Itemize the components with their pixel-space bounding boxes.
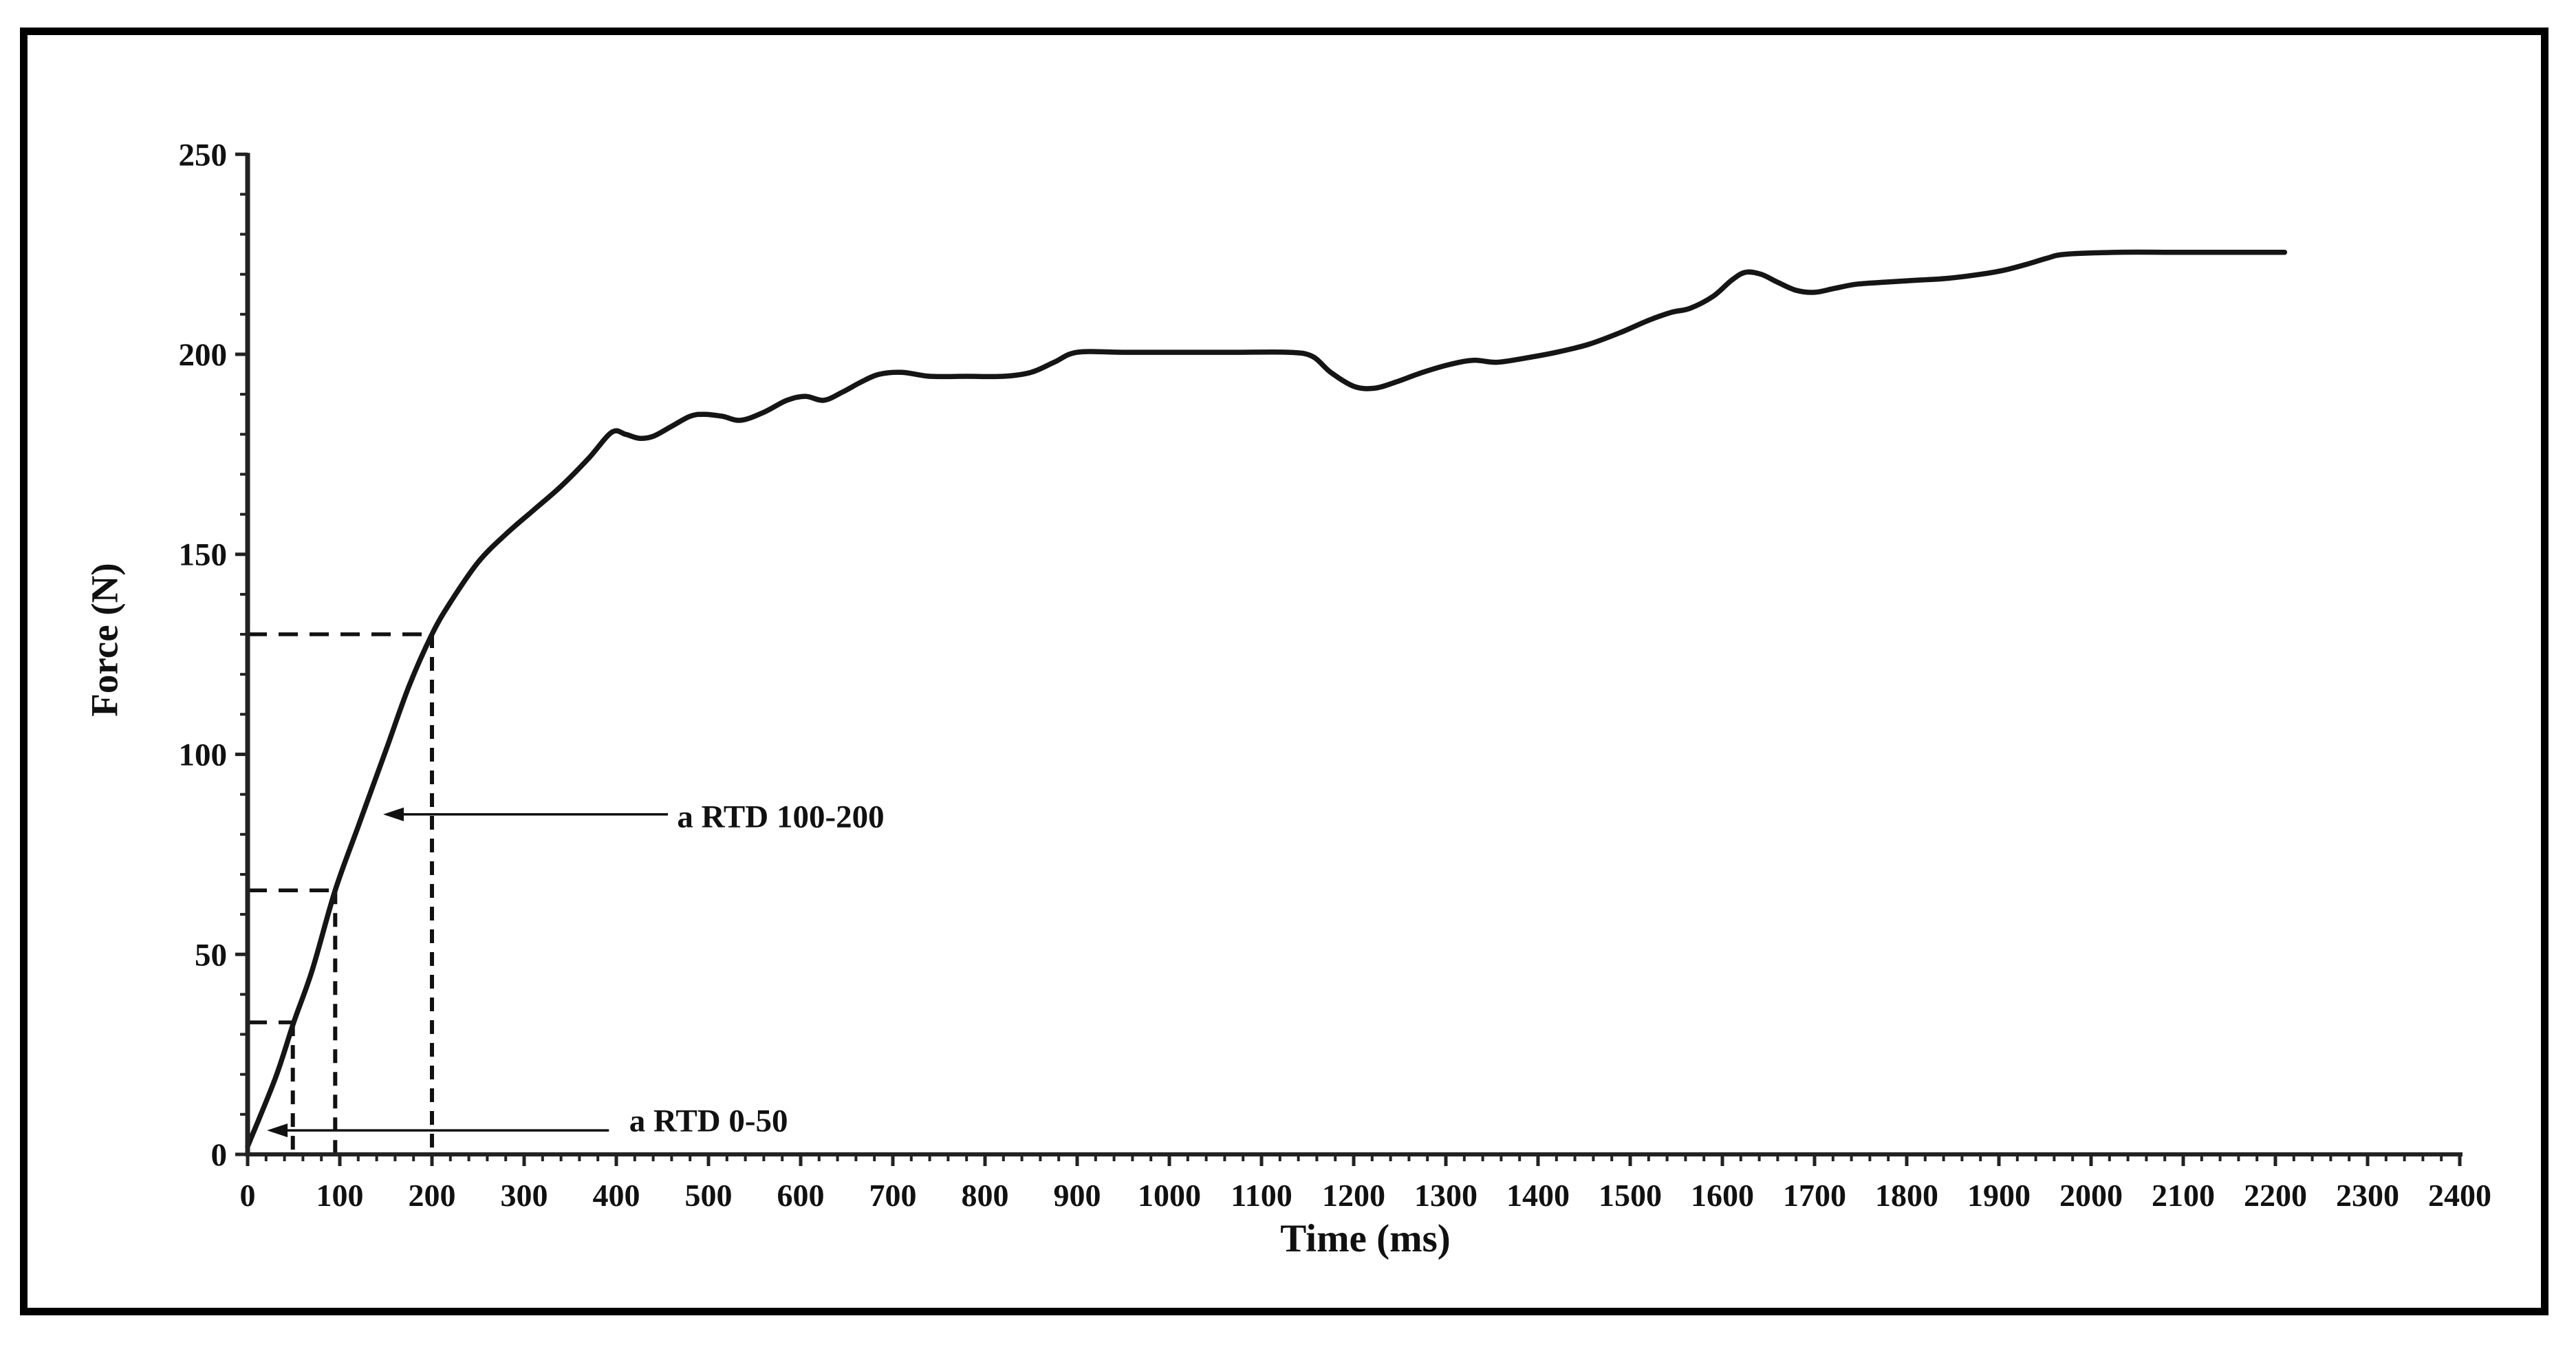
y-tick-label: 50 [195,937,227,973]
x-tick-label: 1500 [1599,1178,1662,1213]
x-tick-label: 1200 [1322,1178,1385,1213]
x-tick-label: 1100 [1231,1178,1292,1213]
x-tick-label: 1000 [1138,1178,1201,1213]
y-axis-title: Force (N) [83,563,126,717]
x-tick-label: 300 [501,1178,548,1213]
x-tick-label: 1700 [1783,1178,1846,1213]
annotation-label: a RTD 100-200 [677,799,884,835]
x-tick-label: 100 [316,1178,364,1213]
x-tick-label: 700 [869,1178,917,1213]
x-tick-label: 900 [1054,1178,1101,1213]
y-tick-label: 100 [179,737,228,773]
x-tick-label: 1600 [1691,1178,1754,1213]
x-tick-label: 2200 [2244,1178,2307,1213]
x-tick-label: 200 [409,1178,456,1213]
x-tick-label: 2100 [2152,1178,2215,1213]
x-tick-label: 800 [962,1178,1009,1213]
figure-border [20,28,2548,1315]
x-tick-label: 1400 [1506,1178,1570,1213]
annotation-arrowhead-icon [267,1123,288,1138]
y-tick-label: 0 [211,1137,228,1173]
x-tick-label: 2400 [2428,1178,2491,1213]
x-tick-label: 600 [777,1178,825,1213]
annotation-label: a RTD 0-50 [629,1103,788,1139]
x-tick-label: 0 [240,1178,256,1213]
y-tick-label: 200 [179,337,228,373]
y-tick-label: 250 [179,137,228,173]
force-curve [245,249,2288,1150]
x-axis-title: Time (ms) [1280,1217,1451,1260]
x-tick-label: 2000 [2059,1178,2123,1213]
x-tick-label: 1800 [1875,1178,1938,1213]
x-tick-label: 2300 [2336,1178,2399,1213]
y-tick-label: 150 [179,537,228,573]
x-tick-label: 1900 [1967,1178,2031,1213]
x-tick-label: 1300 [1414,1178,1478,1213]
annotation-arrowhead-icon [383,807,404,821]
x-tick-label: 500 [685,1178,733,1213]
x-tick-label: 400 [593,1178,640,1213]
